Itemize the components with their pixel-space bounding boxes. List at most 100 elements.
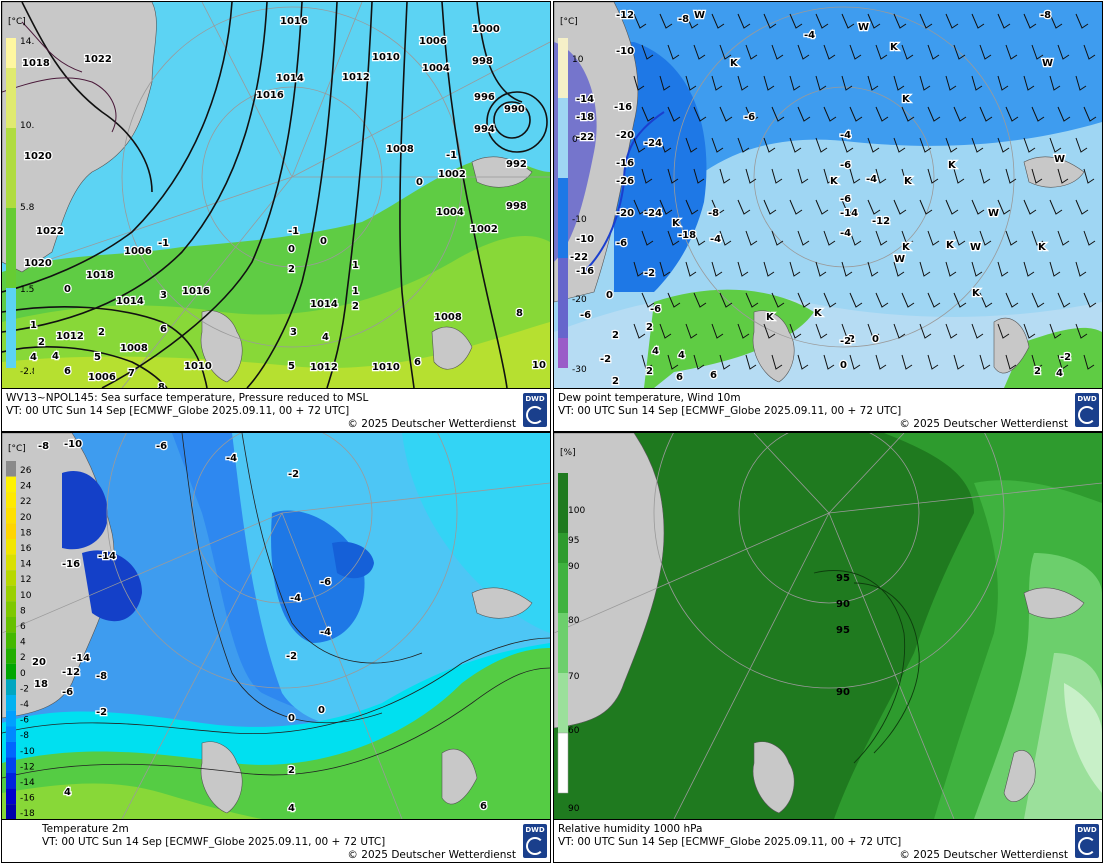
wind-marker: K: [830, 176, 839, 187]
legend-swatch: [6, 523, 16, 539]
legend-unit: [%]: [560, 448, 576, 458]
legend-tick: 14: [20, 560, 32, 570]
wind-marker: K: [972, 288, 981, 299]
isobar-label: 1018: [22, 58, 50, 69]
legend-swatch: [6, 757, 16, 773]
legend-tick: -14: [20, 778, 35, 788]
legend-tick: -8: [20, 731, 29, 741]
legend-swatch: [6, 570, 16, 586]
legend-tick: -4: [20, 700, 29, 710]
isobar-label: 992: [506, 159, 527, 170]
dewpoint-label: -6: [650, 304, 661, 315]
isobar-label: 1014: [310, 299, 338, 310]
temperature-label: 6: [480, 801, 487, 812]
wind-marker: K: [814, 308, 823, 319]
legend-tick: -16: [20, 794, 35, 804]
legend-tick: -30: [572, 365, 587, 375]
legend-tick: 26: [20, 466, 32, 476]
isobar-label: 1010: [184, 361, 212, 372]
dewpoint-label: -16: [614, 102, 632, 113]
wind-marker: K: [946, 240, 955, 251]
legend-tick: -12: [20, 762, 35, 772]
dewpoint-label: -6: [840, 160, 851, 171]
dewpoint-label: -6: [840, 194, 851, 205]
dewpoint-label: -2: [840, 336, 851, 347]
legend-tick: 8: [20, 606, 26, 616]
isobar-label: 1010: [372, 52, 400, 63]
dewpoint-label: -4: [866, 174, 877, 185]
humidity-label: 90: [836, 687, 850, 698]
legend-tick: -2.8: [20, 367, 34, 377]
wind-marker: K: [890, 42, 899, 53]
temperature-label: -4: [320, 627, 331, 638]
legend-swatch: [6, 788, 16, 805]
panel-sst-mslp: 1016 1000 1018 1022 1006 1010 1014 1012 1004 998 1…: [1, 1, 551, 432]
legend-tick: 10.: [20, 121, 34, 131]
isobar-label: 0: [320, 236, 327, 247]
map-svg-humidity: 95 90 95 90: [554, 433, 1102, 819]
caption-title: Dew point temperature, Wind 10m: [558, 392, 741, 404]
wind-marker: K: [766, 312, 775, 323]
temperature-label: -2: [96, 707, 107, 718]
isobar-label: 990: [504, 104, 525, 115]
isobar-label: 1020: [24, 258, 52, 269]
legend-tick: 1.5: [20, 285, 34, 295]
wind-marker: W: [988, 208, 999, 219]
dewpoint-label: -12: [616, 10, 634, 21]
dewpoint-label: -4: [804, 30, 815, 41]
caption-copyright: © 2025 Deutscher Wetterdienst: [347, 849, 516, 861]
legend-humidity: [%] 100 95 90 80 70 60 90: [557, 448, 585, 814]
isobar-label: 994: [474, 124, 495, 135]
legend-swatch: [6, 601, 16, 617]
isobar-label: 10: [532, 360, 546, 371]
map-humidity: 95 90 95 90: [554, 433, 1102, 819]
legend-tick: -6: [20, 716, 29, 726]
legend-tick: -10: [572, 215, 587, 225]
wind-marker: K: [730, 58, 739, 69]
legend-tick: 18: [20, 528, 32, 538]
panel-relative-humidity: 95 90 95 90 [%] 100 95 90 80 70 60 90 Relat…: [553, 432, 1103, 863]
temperature-label: -6: [320, 577, 331, 588]
isobar-label: 1014: [116, 296, 144, 307]
dewpoint-label: 0: [840, 360, 847, 371]
isobar-label: 0: [64, 284, 71, 295]
dewpoint-label: 4: [1056, 368, 1063, 379]
isobar-label: -1: [288, 226, 299, 237]
temperature-label: 4: [288, 803, 295, 814]
humidity-label: 95: [836, 625, 850, 636]
dewpoint-label: 2: [1034, 366, 1041, 377]
temperature-label: 18: [34, 679, 48, 690]
isobar-label: 3: [290, 327, 297, 338]
isobar-label: 1004: [436, 207, 464, 218]
isobar-label: 1018: [86, 270, 114, 281]
caption-dewpoint: Dew point temperature, Wind 10m VT: 00 U…: [554, 388, 1102, 431]
dewpoint-label: -4: [840, 130, 851, 141]
temperature-label: -6: [62, 687, 73, 698]
legend-tick: 10: [20, 591, 32, 601]
map-sst-mslp: 1016 1000 1018 1022 1006 1010 1014 1012 1004 998 1…: [2, 2, 550, 388]
isobar-label: 998: [506, 201, 527, 212]
wind-marker: K: [672, 218, 681, 229]
legend-tick: 80: [568, 616, 580, 626]
isobar-label: 1004: [422, 63, 450, 74]
legend-tick: -10: [20, 747, 35, 757]
legend-swatch: [6, 773, 16, 789]
temperature-label: -10: [64, 439, 82, 450]
legend-tick: 22: [20, 497, 31, 507]
dewpoint-label: -20: [616, 130, 634, 141]
caption-valid-time: VT: 00 UTC Sun 14 Sep [ECMWF_Globe 2025.…: [558, 405, 902, 417]
dewpoint-label: -16: [616, 158, 634, 169]
isobar-label: 1012: [56, 331, 84, 342]
temperature-label: 0: [288, 713, 295, 724]
legend-tick: 90: [568, 562, 580, 572]
dewpoint-label: 4: [652, 346, 659, 357]
dwd-logo-icon: DWD: [523, 393, 547, 427]
legend-tick: 70: [568, 672, 580, 682]
panel-dewpoint-wind: -12 -8 -8 -10 -4 -14 -16 -18 -6 -22 -20 -4 -16 -24 -6-…: [553, 1, 1103, 432]
wind-marker: K: [948, 160, 957, 171]
caption-humidity: Relative humidity 1000 hPa VT: 00 UTC Su…: [554, 819, 1102, 862]
wind-marker: W: [1054, 154, 1065, 165]
isobar-label: 1002: [438, 169, 466, 180]
dewpoint-label: -16: [576, 266, 594, 277]
